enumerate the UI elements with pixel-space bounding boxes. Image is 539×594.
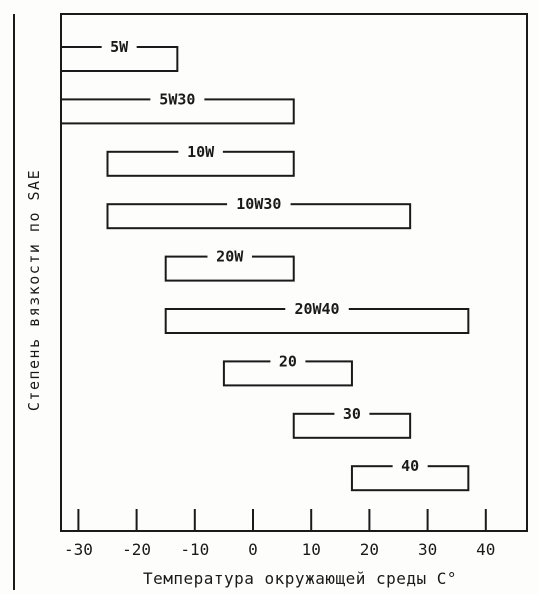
x-tick-label: -10 — [180, 540, 209, 559]
bar-label: 40 — [401, 457, 419, 475]
bar-label: 20W — [216, 248, 244, 266]
bar-label: 20 — [279, 352, 297, 370]
bar-label-gap — [207, 253, 252, 261]
x-axis-label: Температура окружающей среды С° — [143, 569, 457, 588]
x-tick-label: 0 — [248, 540, 258, 559]
bars-layer: 5W 5W30 10W 10W30 20W 20W40 20 30 40 — [60, 38, 470, 492]
bar-label: 5W — [110, 38, 129, 56]
plot-border — [60, 13, 528, 532]
bar-label: 10W — [187, 143, 215, 161]
bar-label-gap — [150, 96, 205, 104]
bar-label: 20W40 — [294, 300, 339, 318]
bar-label-gap — [392, 463, 428, 471]
bar-label-gap — [334, 410, 370, 418]
bar-label-gap — [270, 358, 306, 366]
x-tick-label: -20 — [122, 540, 151, 559]
x-tick-label: 40 — [476, 540, 495, 559]
x-ticks-layer: -30 -20 -10 0 10 20 30 40 — [64, 509, 495, 559]
bar-label-gap — [101, 44, 137, 51]
x-tick-label: -30 — [64, 540, 93, 559]
bar-label: 30 — [343, 405, 361, 423]
bar-label-gap — [285, 306, 349, 313]
y-axis-label: Степень вязкости по SAE — [25, 169, 43, 411]
bar-label-gap — [178, 148, 223, 156]
x-tick-label: 20 — [360, 540, 379, 559]
bar-label-gap — [227, 201, 291, 209]
bar-label: 10W30 — [236, 195, 281, 213]
x-tick-label: 30 — [418, 540, 437, 559]
x-tick-label: 10 — [302, 540, 321, 559]
chart-frame — [13, 13, 528, 590]
bar-label: 5W30 — [159, 90, 195, 108]
